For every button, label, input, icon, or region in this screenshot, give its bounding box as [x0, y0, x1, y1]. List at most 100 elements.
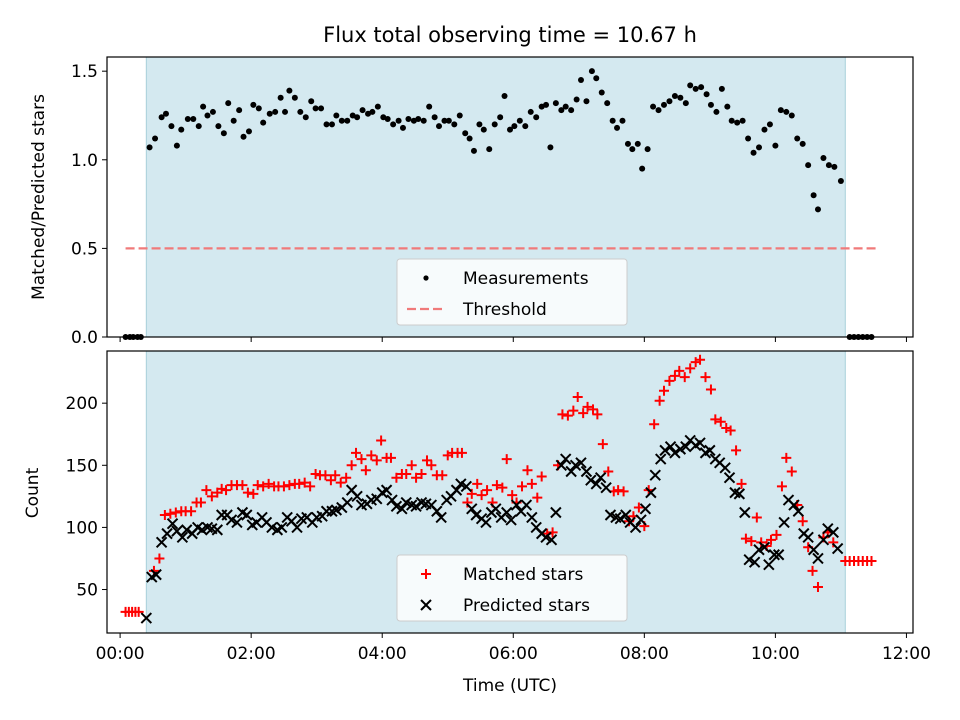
y-tick-label: 0.5 — [71, 239, 98, 259]
data-point — [750, 149, 757, 156]
data-point — [725, 425, 736, 436]
data-point — [740, 533, 751, 544]
data-point — [258, 481, 269, 492]
data-point — [456, 447, 467, 458]
data-point — [181, 524, 193, 536]
y-tick-label: 1.0 — [71, 151, 98, 171]
data-point — [555, 459, 568, 471]
data-point — [490, 503, 502, 515]
data-point — [305, 481, 316, 492]
data-point — [346, 460, 357, 471]
data-point — [302, 114, 309, 121]
data-point — [746, 536, 757, 547]
data-point — [776, 481, 787, 492]
data-point — [263, 478, 274, 489]
y-tick-label: 0.0 — [71, 328, 98, 348]
data-point — [441, 117, 448, 124]
data-point — [739, 506, 751, 519]
data-point — [799, 140, 806, 147]
data-point — [792, 505, 805, 517]
data-point — [272, 108, 279, 115]
data-point — [385, 452, 396, 463]
data-point — [680, 440, 692, 453]
data-point — [682, 100, 689, 107]
data-point — [166, 517, 179, 530]
data-point — [248, 488, 259, 499]
data-point — [820, 155, 827, 162]
data-point — [522, 465, 533, 476]
data-point — [573, 96, 580, 103]
data-point — [649, 469, 661, 481]
data-point — [736, 478, 747, 489]
data-point — [685, 363, 696, 374]
data-point — [745, 135, 752, 142]
data-point — [170, 507, 181, 518]
data-point — [527, 108, 534, 115]
data-point — [713, 108, 720, 115]
data-point — [380, 484, 393, 496]
data-point — [221, 485, 232, 496]
data-point — [536, 471, 547, 482]
data-point — [320, 470, 331, 481]
data-point — [592, 409, 603, 420]
data-point — [772, 549, 785, 561]
data-point — [277, 94, 284, 101]
data-point — [406, 460, 417, 471]
data-point — [635, 514, 647, 526]
data-point — [260, 119, 267, 126]
data-point — [550, 506, 562, 519]
data-point — [435, 511, 447, 524]
data-point — [470, 147, 477, 154]
data-point — [700, 372, 711, 383]
data-point — [807, 565, 818, 576]
data-point — [786, 466, 797, 477]
legend-label: Threshold — [462, 300, 547, 320]
x-tick-label: 04:00 — [358, 644, 407, 664]
data-point — [501, 506, 513, 519]
data-point — [371, 455, 382, 466]
data-point — [614, 513, 627, 525]
data-point — [597, 439, 608, 450]
data-point — [405, 116, 412, 123]
data-point — [533, 114, 540, 121]
data-point — [204, 112, 211, 119]
data-point — [450, 484, 463, 496]
data-point — [705, 384, 716, 395]
legend-label: Predicted stars — [463, 596, 590, 616]
data-point — [154, 553, 165, 564]
data-point — [772, 142, 779, 149]
data-point — [431, 114, 438, 121]
data-point — [209, 108, 216, 115]
data-point — [250, 101, 257, 108]
data-point — [594, 472, 607, 484]
data-point — [568, 405, 579, 416]
data-point — [242, 487, 253, 498]
data-point — [547, 527, 558, 538]
data-point — [225, 100, 232, 107]
data-point — [710, 414, 721, 425]
data-point — [575, 457, 587, 469]
data-point — [565, 465, 577, 478]
data-point — [431, 505, 443, 517]
data-point — [763, 558, 775, 571]
data-point — [391, 472, 402, 483]
data-point — [325, 475, 336, 486]
data-point — [562, 410, 573, 421]
data-point — [497, 482, 508, 493]
data-point — [374, 103, 381, 110]
data-point — [291, 521, 303, 534]
data-point — [629, 146, 636, 153]
data-point — [501, 454, 512, 465]
data-point — [237, 480, 248, 491]
data-point — [768, 549, 781, 561]
data-point — [814, 206, 821, 213]
x-axis-label: Time (UTC) — [462, 676, 557, 696]
bottom-panel: 50 100 150 200 00:00 02:00 04:00 06:00 08:00 10:0… — [66, 350, 931, 664]
data-point — [703, 91, 710, 98]
data-point — [356, 454, 367, 465]
data-point — [476, 121, 483, 128]
data-point — [559, 453, 572, 465]
data-point — [614, 124, 621, 131]
data-point — [707, 101, 714, 108]
